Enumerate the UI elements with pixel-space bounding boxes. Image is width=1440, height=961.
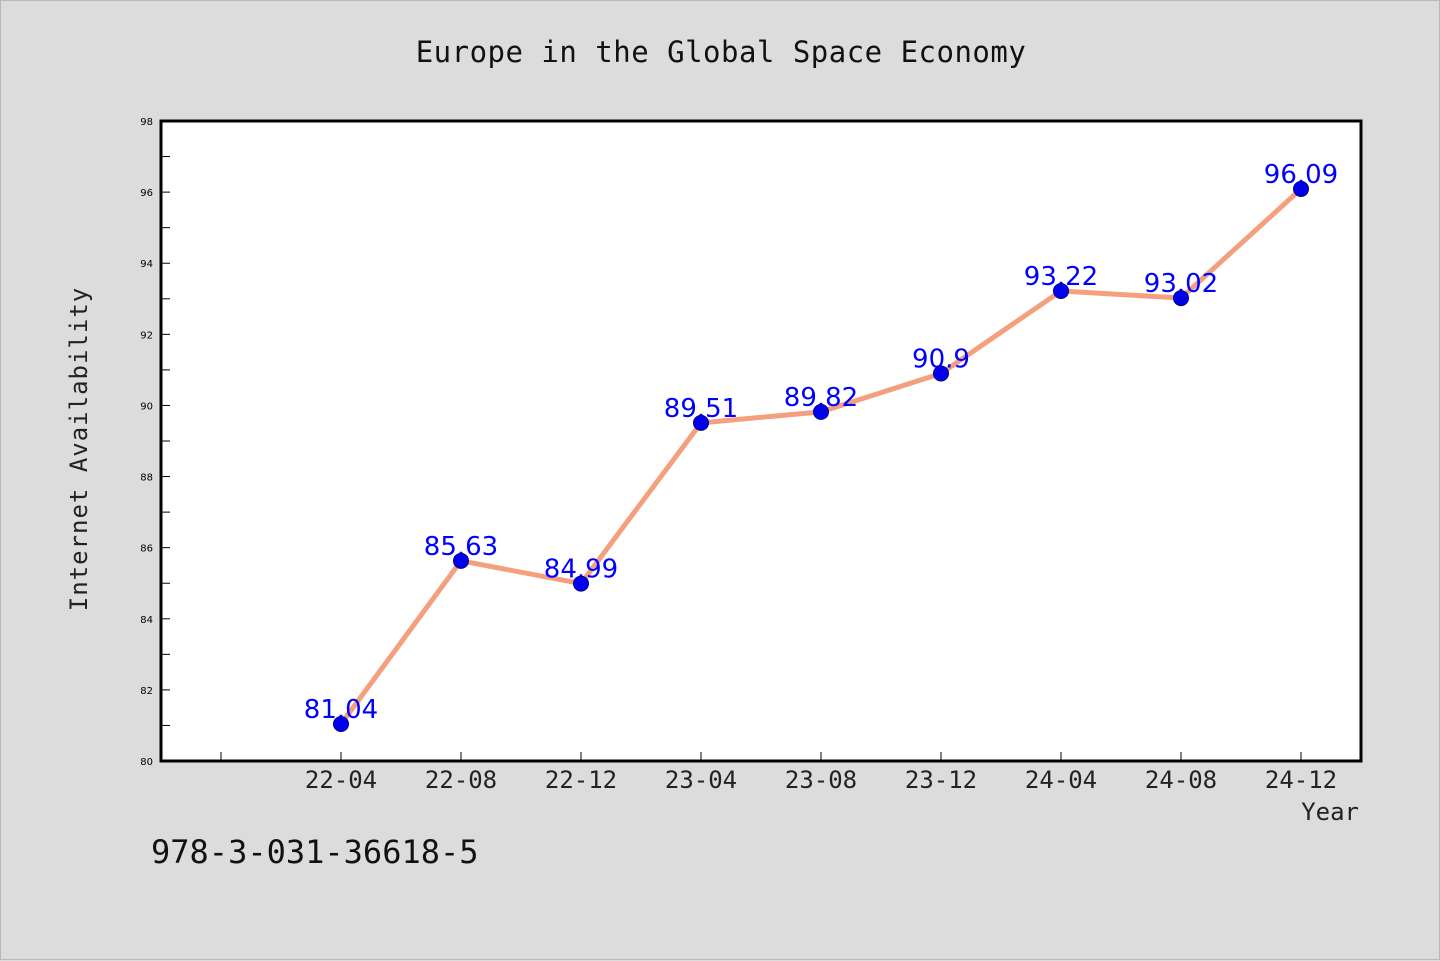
x-tick-label-22-08: 22-08 — [425, 766, 497, 794]
x-tick-label-24-08: 24-08 — [1145, 766, 1217, 794]
data-point-24-12 — [1293, 180, 1309, 197]
isbn-text: 978-3-031-36618-5 — [151, 833, 479, 871]
y-tick-label-98: 98 — [140, 117, 153, 128]
data-point-22-12 — [573, 575, 589, 592]
x-tick-label-23-04: 23-04 — [665, 766, 737, 794]
y-tick-label-88: 88 — [140, 473, 153, 484]
x-tick-label-22-04: 22-04 — [305, 766, 377, 794]
x-tick-label-23-08: 23-08 — [785, 766, 857, 794]
y-tick-label-94: 94 — [140, 259, 153, 270]
x-axis: 22-04 22-08 22-12 23-04 23-08 23-12 24-04 24-08… — [220, 752, 1337, 794]
y-tick-label-80: 80 — [140, 757, 153, 768]
x-tick-label-24-12: 24-12 — [1265, 766, 1337, 794]
y-tick-label-90: 90 — [140, 401, 153, 412]
data-point-23-08 — [813, 403, 829, 420]
y-tick-label-84: 84 — [140, 615, 153, 626]
data-point-23-12 — [933, 365, 949, 382]
chart-title: Europe in the Global Space Economy — [415, 35, 1027, 69]
y-tick-label-96: 96 — [140, 188, 153, 199]
data-point-24-04 — [1053, 282, 1069, 299]
x-tick-label-22-12: 22-12 — [545, 766, 617, 794]
x-tick-label-23-12: 23-12 — [905, 766, 977, 794]
plot-area — [159, 119, 1363, 763]
data-point-22-04 — [333, 716, 349, 733]
y-axis: 80 82 84 86 88 90 92 94 96 98 — [140, 117, 170, 768]
y-tick-label-82: 82 — [140, 686, 153, 697]
data-point-24-08 — [1173, 290, 1189, 307]
y-tick-label-86: 86 — [140, 544, 153, 555]
x-axis-label: Year — [1301, 798, 1359, 826]
y-axis-label: Internet Availability — [65, 287, 93, 611]
data-point-23-04 — [693, 414, 709, 431]
data-point-22-08 — [453, 552, 469, 569]
y-tick-label-92: 92 — [140, 330, 153, 341]
x-tick-label-24-04: 24-04 — [1025, 766, 1097, 794]
